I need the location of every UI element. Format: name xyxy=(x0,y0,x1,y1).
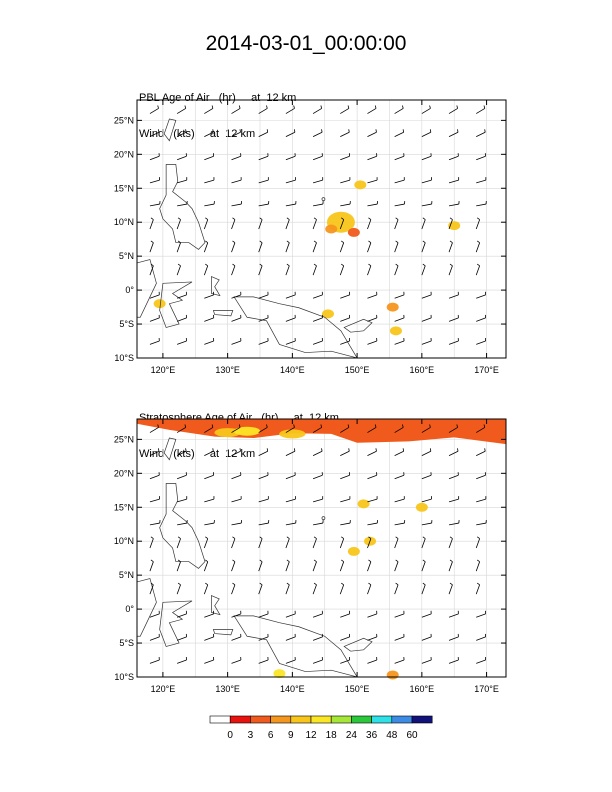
y-tick-label: 15°N xyxy=(114,183,134,193)
coastline xyxy=(136,118,373,359)
y-tick-label: 25°N xyxy=(114,434,134,444)
y-tick-label: 5°S xyxy=(119,638,134,648)
colorbar-label: 9 xyxy=(288,730,294,741)
colorbar-label: 60 xyxy=(406,730,418,741)
y-tick-label: 25°N xyxy=(114,115,134,125)
y-tick-label: 5°N xyxy=(119,570,134,580)
age-of-air-patch xyxy=(321,309,334,319)
panel-1-wind-label: Wind (kts) at 12 km xyxy=(139,128,256,140)
age-of-air-patch xyxy=(415,502,428,512)
colorbar-label: 12 xyxy=(305,730,317,741)
y-tick-label: 10°N xyxy=(114,536,134,546)
plot-frame xyxy=(136,99,507,359)
y-tick-label: 20°N xyxy=(114,149,134,159)
age-of-air-patch xyxy=(233,426,261,436)
age-of-air-patch xyxy=(386,670,399,680)
age-of-air-patch xyxy=(347,227,360,237)
colorbar-label: 3 xyxy=(248,730,254,741)
map-panel-pbl: 120°E 130°E 140°E 150°E 160°E 170°E 10°S 5°S 0° 5… xyxy=(114,99,507,375)
x-tick-label: 130°E xyxy=(215,365,240,375)
age-of-air-patch xyxy=(347,546,360,556)
plot-frame xyxy=(136,418,507,678)
x-tick-label: 140°E xyxy=(280,365,305,375)
colorbar-swatch xyxy=(229,715,251,724)
y-tick-label: 0° xyxy=(125,604,134,614)
age-of-air-patch xyxy=(311,421,338,431)
colorbar-swatch xyxy=(411,715,433,724)
x-tick-label: 120°E xyxy=(151,684,176,694)
colorbar-label: 36 xyxy=(366,730,378,741)
x-tick-label: 150°E xyxy=(345,365,370,375)
y-tick-label: 10°S xyxy=(114,672,134,682)
age-of-air-patch xyxy=(389,326,402,336)
wind-barbs xyxy=(149,424,487,664)
stratosphere-air-band xyxy=(137,419,506,445)
colorbar-swatch xyxy=(391,715,413,724)
y-tick-label: 20°N xyxy=(114,468,134,478)
colorbar-swatch xyxy=(330,715,352,724)
colorbar-swatch xyxy=(290,715,312,724)
colorbar-swatch xyxy=(351,715,372,724)
y-tick-label: 15°N xyxy=(114,502,134,512)
y-tick-label: 10°N xyxy=(114,217,134,227)
coastline xyxy=(136,437,373,678)
x-tick-label: 140°E xyxy=(280,684,305,694)
age-of-air-patch xyxy=(279,429,306,439)
map-panel-stratosphere: 120°E 130°E 140°E 150°E 160°E 170°E 10°S 5°S 0° 5… xyxy=(114,418,507,694)
colorbar-label: 48 xyxy=(386,730,398,741)
y-tick-label: 5°S xyxy=(119,319,134,329)
x-tick-label: 160°E xyxy=(410,684,435,694)
age-of-air-patch xyxy=(325,224,338,234)
wind-barbs xyxy=(149,105,487,345)
panel-2-wind-label: Wind (kts) at 12 km xyxy=(139,448,256,460)
colorbar-label: 0 xyxy=(227,730,233,741)
colorbar-swatch xyxy=(209,715,231,724)
colorbar-swatch xyxy=(250,715,271,724)
age-of-air-patch xyxy=(153,299,166,309)
y-tick-label: 0° xyxy=(125,285,134,295)
page-title: 2014-03-01_00:00:00 xyxy=(205,32,407,55)
colorbar-label: 6 xyxy=(268,730,274,741)
colorbar-swatch xyxy=(310,715,332,724)
colorbar-swatch xyxy=(371,715,393,724)
age-of-air-patch xyxy=(386,302,399,312)
age-of-air-patch xyxy=(354,180,367,190)
y-tick-label: 5°N xyxy=(119,251,134,261)
x-tick-label: 170°E xyxy=(474,365,499,375)
colorbar-label: 24 xyxy=(346,730,358,741)
colorbar-swatch xyxy=(270,715,292,724)
x-tick-label: 170°E xyxy=(474,684,499,694)
age-of-air-patch xyxy=(357,499,370,509)
x-tick-label: 150°E xyxy=(345,684,370,694)
x-tick-label: 120°E xyxy=(151,365,176,375)
panel-1-title: PBL Age of Air (hr) at 12 km Wind (kts) … xyxy=(139,68,296,152)
colorbar-label: 18 xyxy=(326,730,338,741)
colorbar: 0 3 6 9 12 18 24 36 48 60 xyxy=(209,715,433,741)
age-of-air-patch xyxy=(273,669,286,679)
x-tick-label: 160°E xyxy=(410,365,435,375)
x-tick-label: 130°E xyxy=(215,684,240,694)
panel-1-field-label: PBL Age of Air (hr) at 12 km xyxy=(139,92,297,104)
y-tick-label: 10°S xyxy=(114,353,134,363)
